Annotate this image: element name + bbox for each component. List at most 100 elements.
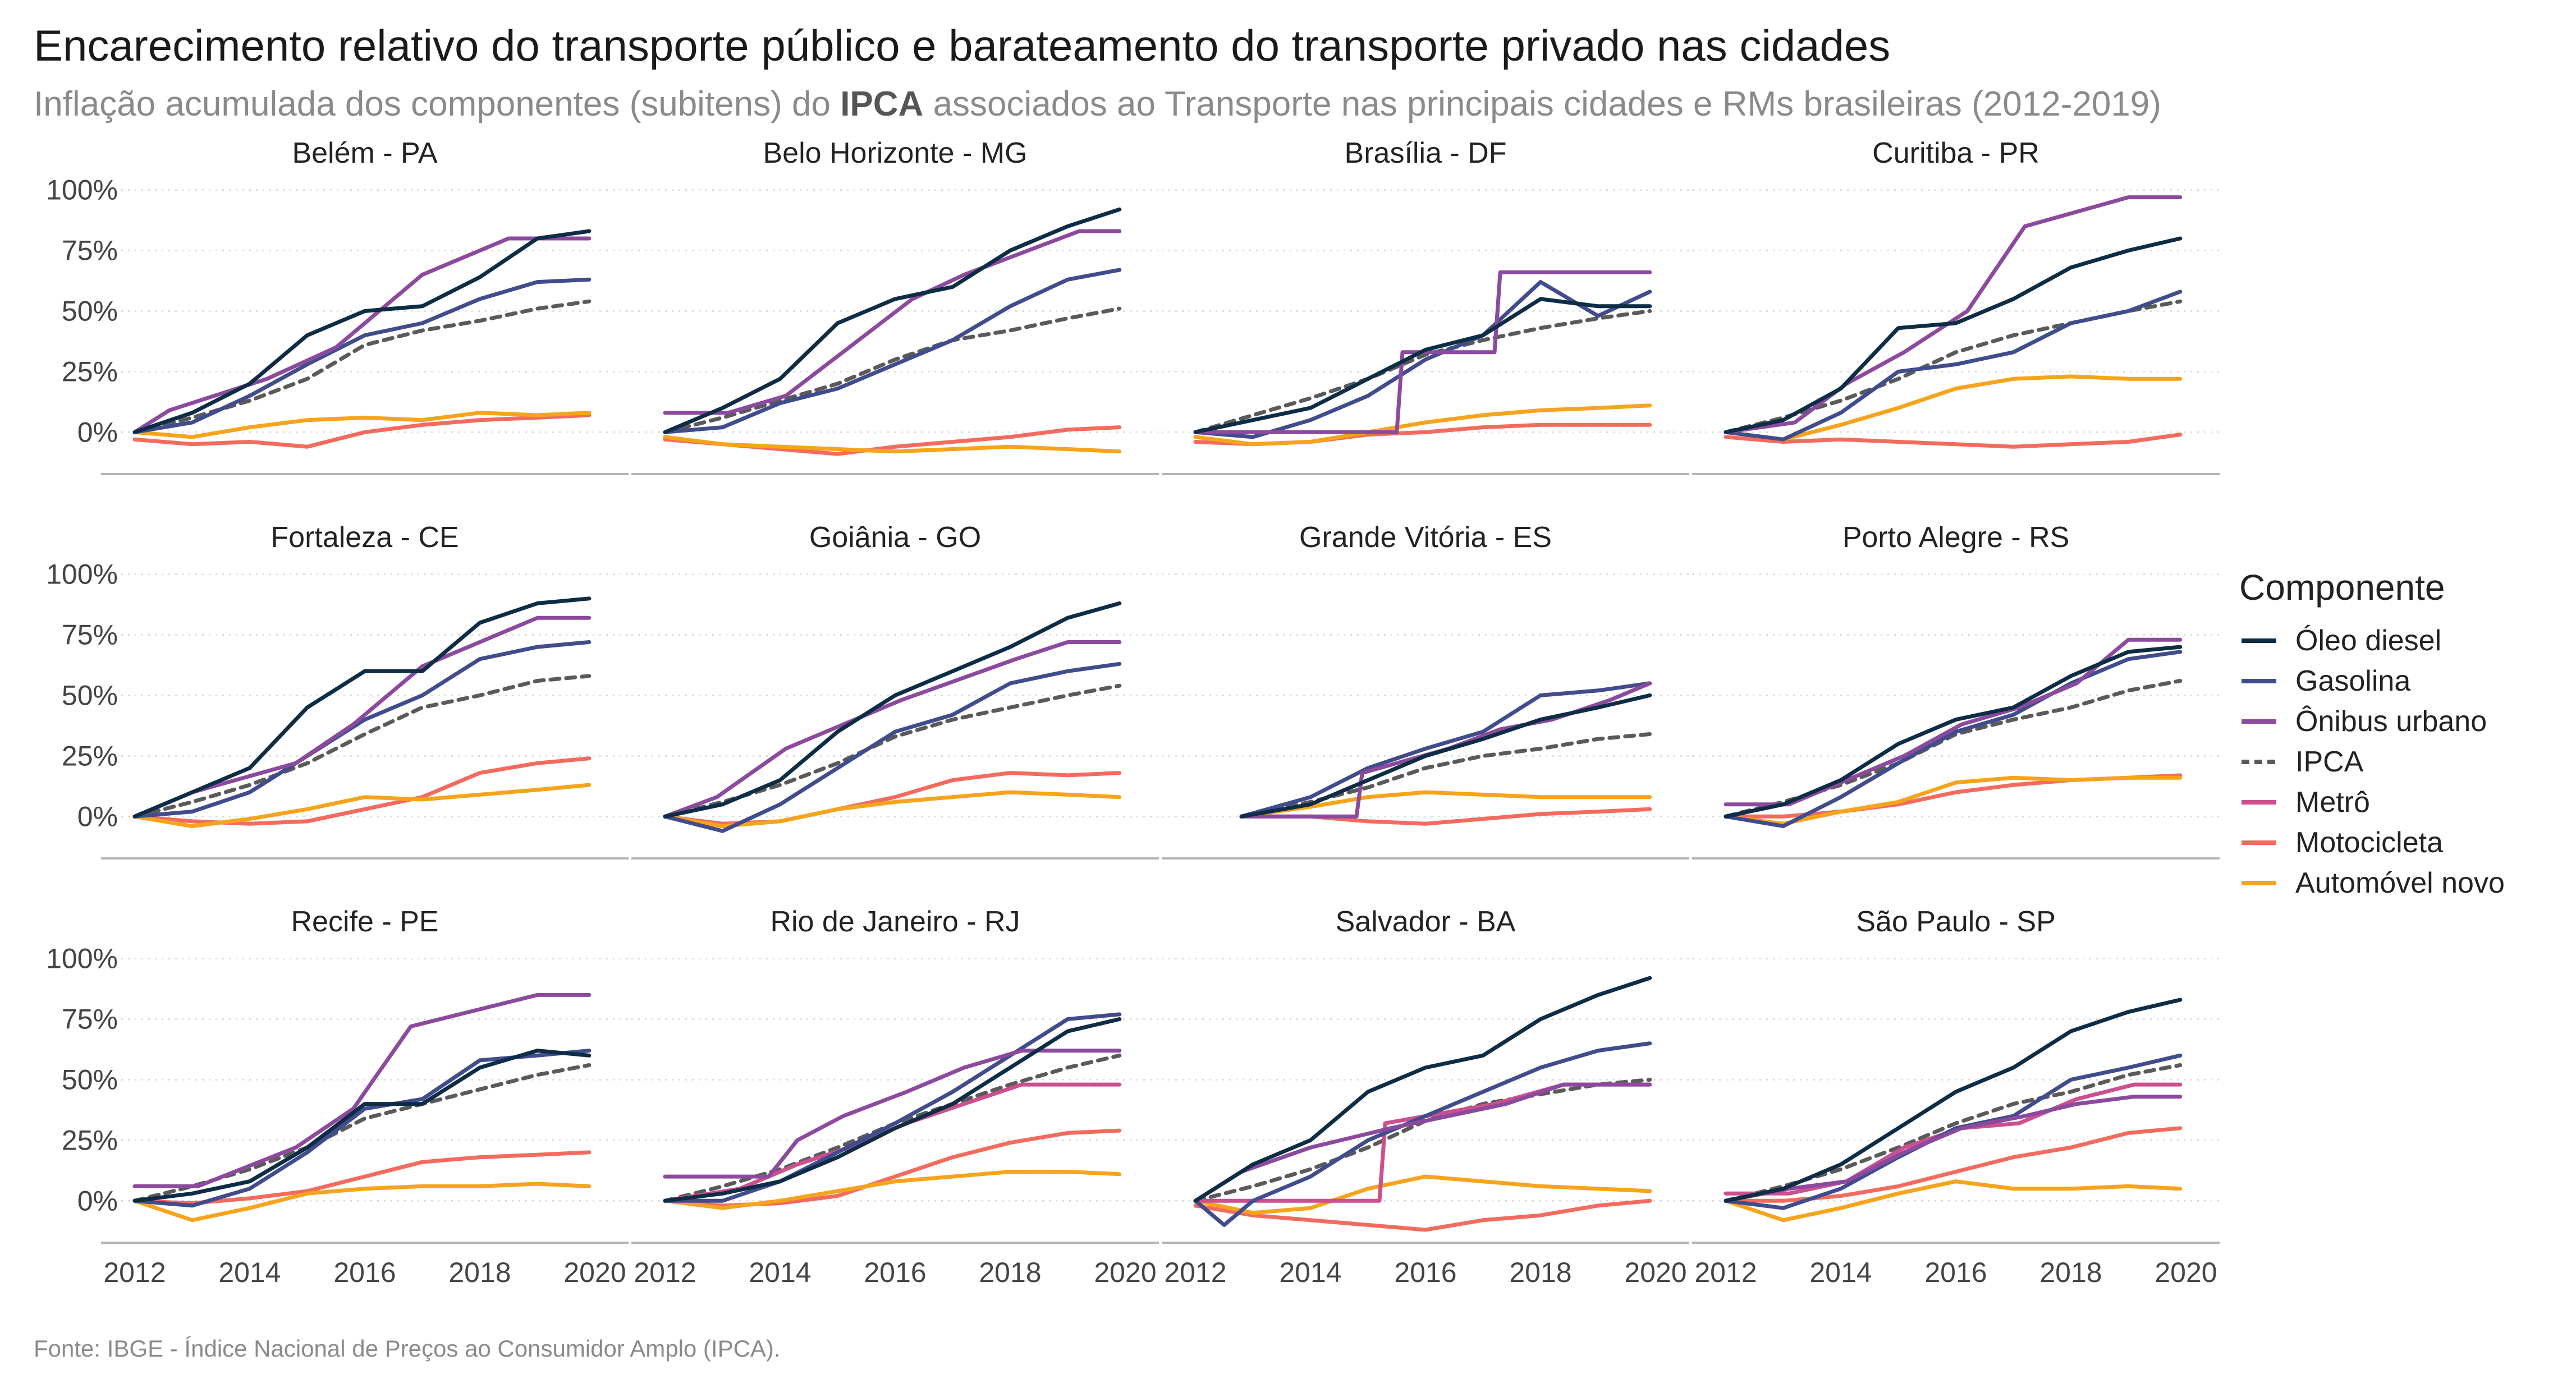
panel-salvador-ba: Salvador - BA 2012 2014 2016 2018 2020 bbox=[1162, 906, 1689, 1288]
series-line-oleo-diesel bbox=[663, 601, 1122, 819]
subtitle-bold: IPCA bbox=[840, 85, 924, 123]
series-line-gasolina bbox=[132, 277, 592, 434]
legend-key-automovel-novo bbox=[2242, 881, 2276, 885]
x-tick-label: 2018 bbox=[2039, 1257, 2102, 1288]
legend-key-motocicleta bbox=[2242, 840, 2276, 845]
x-tick-label: 2016 bbox=[1394, 1257, 1456, 1288]
y-tick-label: 0% bbox=[77, 801, 118, 832]
x-tick-label: 2016 bbox=[864, 1257, 926, 1288]
panel-goiania-go: Goiânia - GO bbox=[631, 521, 1159, 860]
series-line-motocicleta bbox=[1724, 1126, 2183, 1203]
series-line-oleo-diesel bbox=[1239, 693, 1652, 819]
y-tick-label: 75% bbox=[62, 1004, 118, 1035]
x-tick-label: 2020 bbox=[2155, 1257, 2217, 1288]
series-line-automovel-novo bbox=[1724, 1179, 2183, 1223]
panel-title: Belém - PA bbox=[292, 137, 437, 169]
series-line-onibus-urbano bbox=[663, 640, 1122, 819]
series-line-oleo-diesel bbox=[1193, 297, 1652, 434]
legend-item-onibus-urbano: Ônibus urbano bbox=[2239, 701, 2505, 742]
x-tick-label: 2012 bbox=[103, 1257, 166, 1288]
series-line-gasolina bbox=[132, 640, 592, 819]
x-tick-label: 2014 bbox=[749, 1257, 811, 1288]
y-tick-label: 50% bbox=[62, 679, 118, 711]
series-line-onibus-urbano bbox=[663, 1049, 1122, 1179]
series-line-oleo-diesel bbox=[1724, 236, 2183, 434]
series-line-motocicleta bbox=[132, 1150, 592, 1206]
legend-item-motocicleta: Motocicleta bbox=[2239, 822, 2505, 863]
series-line-ipca bbox=[1724, 679, 2183, 819]
legend-label: Gasolina bbox=[2295, 665, 2411, 697]
series-line-automovel-novo bbox=[1724, 775, 2183, 826]
panel-grande-vitoria-es: Grande Vitória - ES bbox=[1162, 521, 1689, 860]
panel-rio-de-janeiro-rj: Rio de Janeiro - RJ 2012 2014 2016 2018 2020 bbox=[631, 906, 1159, 1288]
legend-item-ipca: IPCA bbox=[2239, 742, 2505, 782]
y-tick-label: 100% bbox=[46, 174, 118, 206]
x-tick-label: 2018 bbox=[1509, 1257, 1571, 1288]
series-line-motocicleta bbox=[132, 413, 592, 449]
panel-title: Goiânia - GO bbox=[809, 521, 981, 554]
panel-title: Fortaleza - CE bbox=[271, 521, 459, 554]
y-tick-label: 25% bbox=[62, 740, 118, 771]
series-line-oleo-diesel bbox=[1724, 645, 2183, 819]
subtitle-text-before: Inflação acumulada dos componentes (subi… bbox=[34, 85, 841, 123]
series-line-gasolina bbox=[1724, 289, 2183, 442]
series-line-ipca bbox=[1193, 309, 1652, 434]
series-line-motocicleta bbox=[1724, 433, 2183, 449]
legend-label: Automóvel novo bbox=[2295, 867, 2505, 899]
series-line-onibus-urbano bbox=[132, 992, 592, 1188]
x-tick-label: 2016 bbox=[1924, 1257, 1987, 1288]
y-tick-label: 100% bbox=[46, 559, 118, 590]
series-line-onibus-urbano bbox=[663, 229, 1122, 415]
series-line-oleo-diesel bbox=[132, 229, 592, 434]
y-tick-label: 75% bbox=[62, 235, 118, 266]
x-tick-label: 2012 bbox=[1694, 1257, 1757, 1288]
panel-title: Curitiba - PR bbox=[1872, 137, 2039, 169]
y-tick-label: 50% bbox=[62, 295, 118, 327]
series-line-automovel-novo bbox=[663, 790, 1122, 828]
legend-label: Óleo diesel bbox=[2295, 624, 2442, 657]
panel-porto-alegre-rs: Porto Alegre - RS bbox=[1692, 521, 2220, 860]
series-line-motocicleta bbox=[1193, 1198, 1652, 1232]
series-line-oleo-diesel bbox=[1193, 976, 1652, 1203]
x-tick-label: 2018 bbox=[979, 1257, 1041, 1288]
legend-label: Ônibus urbano bbox=[2295, 705, 2487, 738]
series-line-gasolina bbox=[663, 661, 1122, 833]
panel-title: Salvador - BA bbox=[1336, 906, 1516, 938]
series-line-onibus-urbano bbox=[1193, 1082, 1652, 1203]
series-line-automovel-novo bbox=[132, 783, 592, 828]
legend-item-metro: Metrô bbox=[2239, 782, 2505, 822]
panel-curitiba-pr: Curitiba - PR bbox=[1692, 137, 2220, 475]
panel-title: Recife - PE bbox=[291, 906, 439, 938]
legend-label: IPCA bbox=[2295, 746, 2364, 778]
legend: Componente Óleo diesel Gasolina Ônibus urb… bbox=[2239, 567, 2505, 903]
legend-key-oleo-diesel bbox=[2242, 638, 2276, 643]
panel-brasilia-df: Brasília - DF bbox=[1162, 137, 1689, 475]
source-caption: Fonte: IBGE - Índice Nacional de Preços … bbox=[34, 1335, 781, 1362]
series-line-automovel-novo bbox=[1193, 1174, 1652, 1215]
series-line-oleo-diesel bbox=[1724, 998, 2183, 1203]
x-tick-label: 2012 bbox=[1164, 1257, 1226, 1288]
x-tick-label: 2020 bbox=[563, 1257, 626, 1288]
x-tick-label: 2018 bbox=[448, 1257, 511, 1288]
legend-key-onibus-urbano bbox=[2242, 719, 2276, 724]
legend-item-automovel-novo: Automóvel novo bbox=[2239, 863, 2505, 903]
series-line-automovel-novo bbox=[132, 1182, 592, 1223]
series-line-oleo-diesel bbox=[132, 1049, 592, 1203]
legend-key-gasolina bbox=[2242, 679, 2276, 683]
panel-belem-pa: Belém - PA 0% 25% 50% 75% 100% bbox=[46, 137, 629, 475]
panel-belo-horizonte-mg: Belo Horizonte - MG bbox=[631, 137, 1159, 475]
series-line-gasolina bbox=[1724, 650, 2183, 828]
series-line-oleo-diesel bbox=[663, 1017, 1122, 1203]
panel-title: Porto Alegre - RS bbox=[1842, 521, 2070, 554]
series-line-gasolina bbox=[1239, 681, 1652, 819]
chart-subtitle: Inflação acumulada dos componentes (subi… bbox=[34, 84, 2161, 124]
series-line-ipca bbox=[663, 306, 1122, 434]
legend-item-gasolina: Gasolina bbox=[2239, 661, 2505, 701]
series-line-gasolina bbox=[663, 1012, 1122, 1203]
panel-title: Belo Horizonte - MG bbox=[763, 137, 1027, 169]
series-line-ipca bbox=[132, 1063, 592, 1203]
series-line-oleo-diesel bbox=[132, 596, 592, 819]
series-line-automovel-novo bbox=[663, 435, 1122, 454]
panel-title: Grande Vitória - ES bbox=[1299, 521, 1552, 554]
